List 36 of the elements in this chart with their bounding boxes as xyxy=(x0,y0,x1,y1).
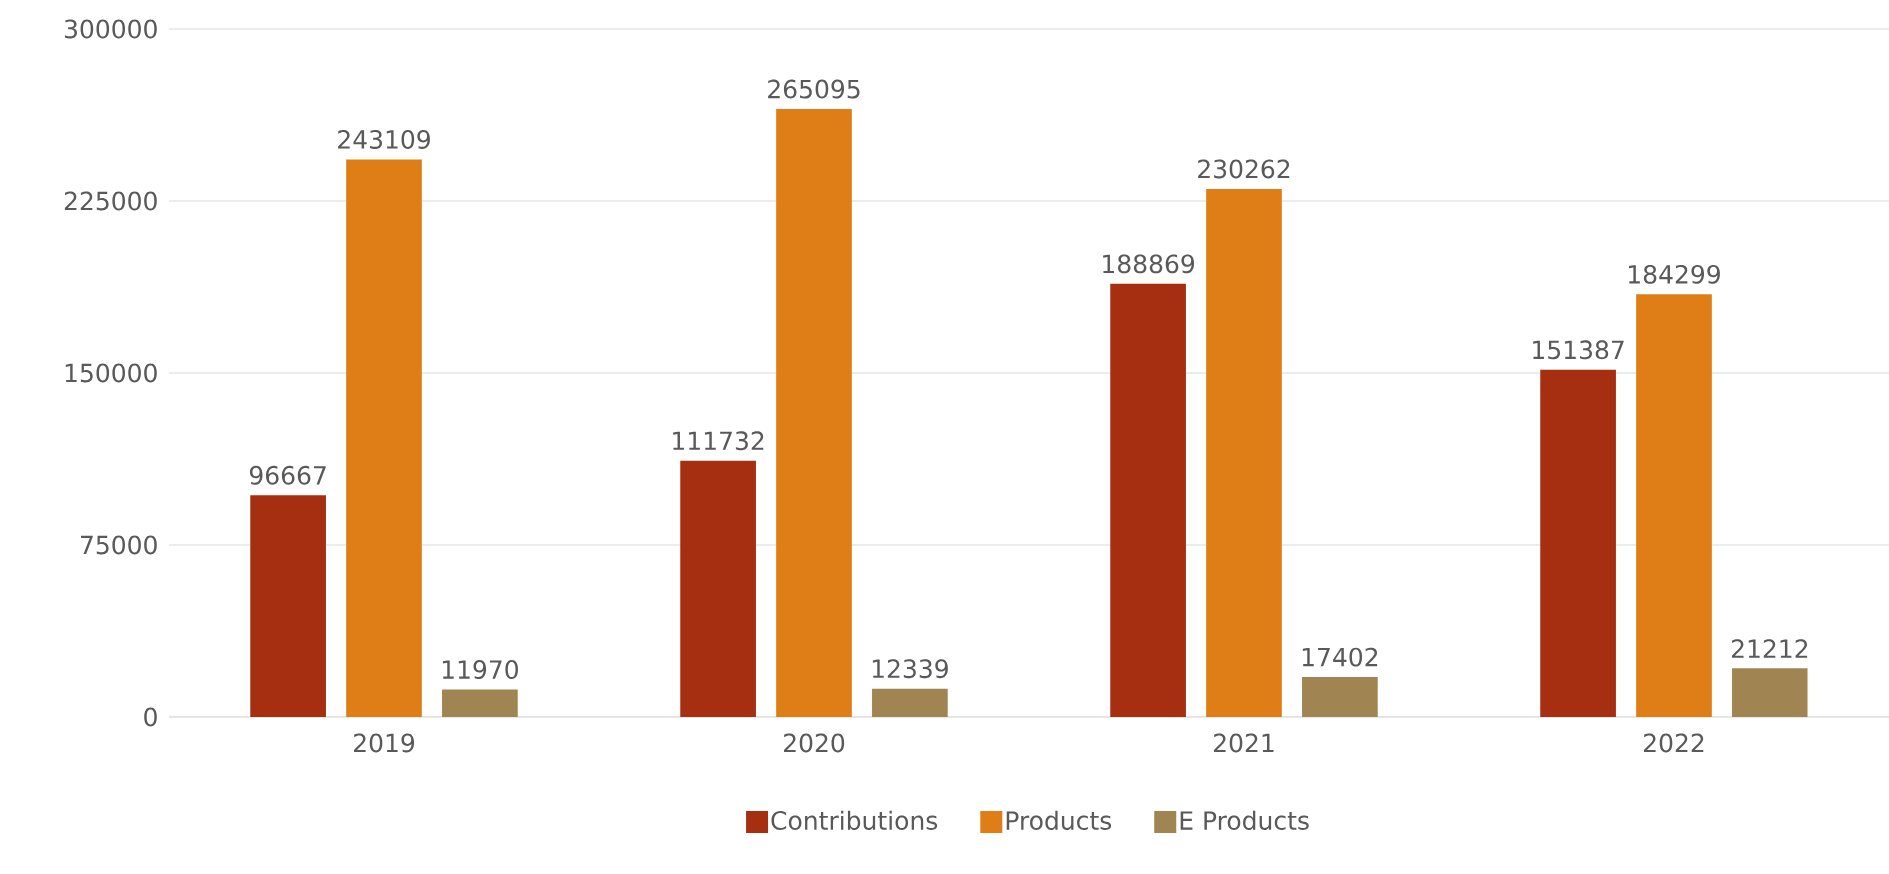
data-label: 12339 xyxy=(872,659,948,679)
data-label: 17402 xyxy=(1302,647,1378,667)
data-label: 96667 xyxy=(249,465,326,485)
legend-label: E Products xyxy=(1180,810,1309,830)
y-tick-label: 0 xyxy=(144,707,157,727)
legend-label: Contributions xyxy=(771,810,938,830)
x-tick-label: 2020 xyxy=(784,733,845,753)
data-label: 21212 xyxy=(1731,639,1808,658)
bar xyxy=(872,688,948,717)
x-tick-label: 2022 xyxy=(1644,733,1704,753)
bar xyxy=(442,689,518,717)
bar xyxy=(1540,369,1616,717)
y-tick-label: 75000 xyxy=(81,535,157,555)
legend-label: Products xyxy=(1006,810,1112,830)
y-tick-label: 225000 xyxy=(64,191,157,211)
y-tick-label: 300000 xyxy=(64,19,157,39)
data-label: 265095 xyxy=(768,79,860,99)
x-tick-label: 2021 xyxy=(1214,733,1274,753)
y-tick-label: 150000 xyxy=(65,363,157,383)
bar xyxy=(1636,294,1712,717)
bar xyxy=(1732,668,1808,717)
x-tick-label: 2019 xyxy=(354,733,415,753)
data-label: 188869 xyxy=(1103,254,1195,274)
data-label: 151387 xyxy=(1533,340,1624,360)
bar xyxy=(1206,188,1282,717)
data-label: 184299 xyxy=(1629,264,1720,284)
bar xyxy=(776,109,852,717)
bar xyxy=(680,460,756,717)
data-label: 230262 xyxy=(1198,159,1290,179)
data-label: 11970 xyxy=(442,660,518,680)
data-label: 111732 xyxy=(673,431,764,451)
bar xyxy=(1110,283,1186,717)
bar xyxy=(346,159,422,717)
bar xyxy=(250,495,326,717)
data-label: 243109 xyxy=(338,130,430,149)
bar xyxy=(1302,677,1378,717)
